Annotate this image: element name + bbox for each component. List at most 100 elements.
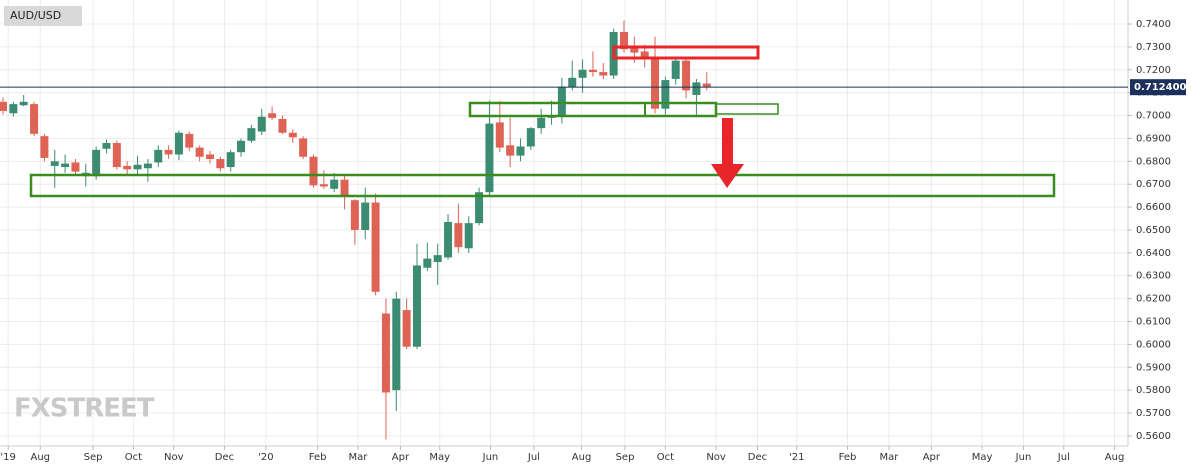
y-tick-label: 0.7000	[1136, 111, 1171, 122]
candle-body	[143, 163, 152, 169]
support-zone	[29, 173, 1056, 198]
candle-body	[50, 161, 59, 166]
candle-body	[340, 179, 349, 196]
candle-body	[319, 184, 328, 187]
candle-body	[599, 72, 608, 76]
candle-body	[433, 255, 442, 263]
y-tick-label: 0.6000	[1136, 339, 1171, 350]
candle-body	[350, 200, 359, 230]
y-tick-label: 0.7400	[1136, 19, 1171, 30]
x-tick-label: Jul	[527, 452, 540, 463]
y-tick-label: 0.6400	[1136, 248, 1171, 259]
candle-body	[30, 104, 39, 134]
candle-body	[237, 140, 246, 153]
candle-body	[205, 154, 214, 160]
candle-body	[299, 138, 308, 157]
y-tick-label: 0.6900	[1136, 133, 1171, 144]
arrow-head	[711, 164, 744, 188]
candle-body	[671, 60, 680, 79]
x-tick-label: Aug	[1105, 452, 1125, 463]
candle-body	[309, 156, 318, 186]
candle-body	[568, 77, 577, 87]
candle-body	[40, 136, 49, 158]
x-tick-label: Sep	[84, 452, 103, 463]
candle-body	[102, 143, 111, 149]
x-tick-label: Nov	[164, 452, 184, 463]
candle-body	[392, 298, 401, 391]
x-tick-label: Sep	[616, 452, 635, 463]
candle-body	[361, 202, 370, 230]
candle-body	[195, 147, 204, 157]
watermark: FXSTREET	[14, 394, 155, 424]
candle-body	[185, 133, 194, 148]
x-tick-label: Jul	[1057, 452, 1070, 463]
candle-body	[682, 60, 691, 91]
x-tick-label: Mar	[349, 452, 369, 463]
x-tick-label: May	[429, 452, 450, 463]
candle-body	[61, 163, 70, 168]
candle-body	[92, 149, 101, 177]
candle-body	[464, 223, 473, 249]
candle-body	[537, 117, 546, 129]
candle-body	[9, 104, 18, 114]
candle-body	[651, 58, 660, 109]
arrow-shaft	[722, 118, 733, 164]
candle-body	[19, 101, 28, 106]
candle-body	[423, 258, 432, 268]
candle-body	[640, 51, 649, 59]
y-tick-label: 0.7300	[1136, 42, 1171, 53]
y-tick-label: 0.5800	[1136, 385, 1171, 396]
candle-body	[402, 310, 411, 347]
x-tick-label: May	[972, 452, 993, 463]
candle-body	[0, 101, 8, 111]
candle-body	[247, 128, 256, 141]
candles	[0, 20, 711, 440]
x-tick-label: Dec	[215, 452, 234, 463]
candle-body	[154, 149, 163, 163]
candle-body	[288, 132, 297, 138]
y-tick-label: 0.6200	[1136, 294, 1171, 305]
support-box	[715, 103, 779, 115]
candle-body	[454, 223, 463, 248]
candle-body	[526, 128, 535, 147]
candle-body	[661, 80, 670, 109]
candle-body	[268, 113, 277, 118]
x-tick-label: Nov	[706, 452, 726, 463]
resistance-box	[612, 45, 760, 60]
y-tick-label: 0.5600	[1136, 431, 1171, 442]
x-tick-label: Dec	[748, 452, 767, 463]
last-price-box	[1130, 79, 1186, 96]
candle-body	[278, 118, 287, 133]
y-tick-label: 0.6800	[1136, 156, 1171, 167]
candle-body	[588, 69, 597, 73]
candle-body	[506, 145, 515, 156]
candle-body	[164, 149, 173, 155]
x-tick-label: Apr	[923, 452, 941, 463]
candle-body	[702, 83, 711, 87]
chart-title: AUD/USD	[10, 9, 61, 22]
candle-body	[495, 122, 504, 148]
x-tick-label: Feb	[309, 452, 327, 463]
candle-body	[71, 162, 80, 172]
y-tick-label: 0.6700	[1136, 179, 1171, 190]
x-tick-label: Aug	[30, 452, 50, 463]
candle-body	[257, 116, 266, 132]
candle-body	[692, 82, 701, 95]
candle-body	[123, 165, 132, 170]
x-tick-label: '20	[258, 452, 273, 463]
candle-body	[330, 179, 339, 189]
candle-body	[475, 192, 484, 224]
x-tick-label: '19	[0, 452, 15, 463]
candle-body	[174, 132, 183, 155]
axes: 0.74000.73000.72000.71000.70000.69000.68…	[0, 19, 1187, 463]
last-price-label: 0.712400	[1134, 82, 1187, 93]
x-tick-label: Oct	[125, 452, 142, 463]
grid	[0, 0, 1128, 446]
y-tick-label: 0.6300	[1136, 271, 1171, 282]
candle-body	[133, 164, 142, 170]
x-tick-label: Apr	[392, 452, 410, 463]
x-tick-label: Mar	[879, 452, 899, 463]
x-tick-label: Jun	[482, 452, 499, 463]
